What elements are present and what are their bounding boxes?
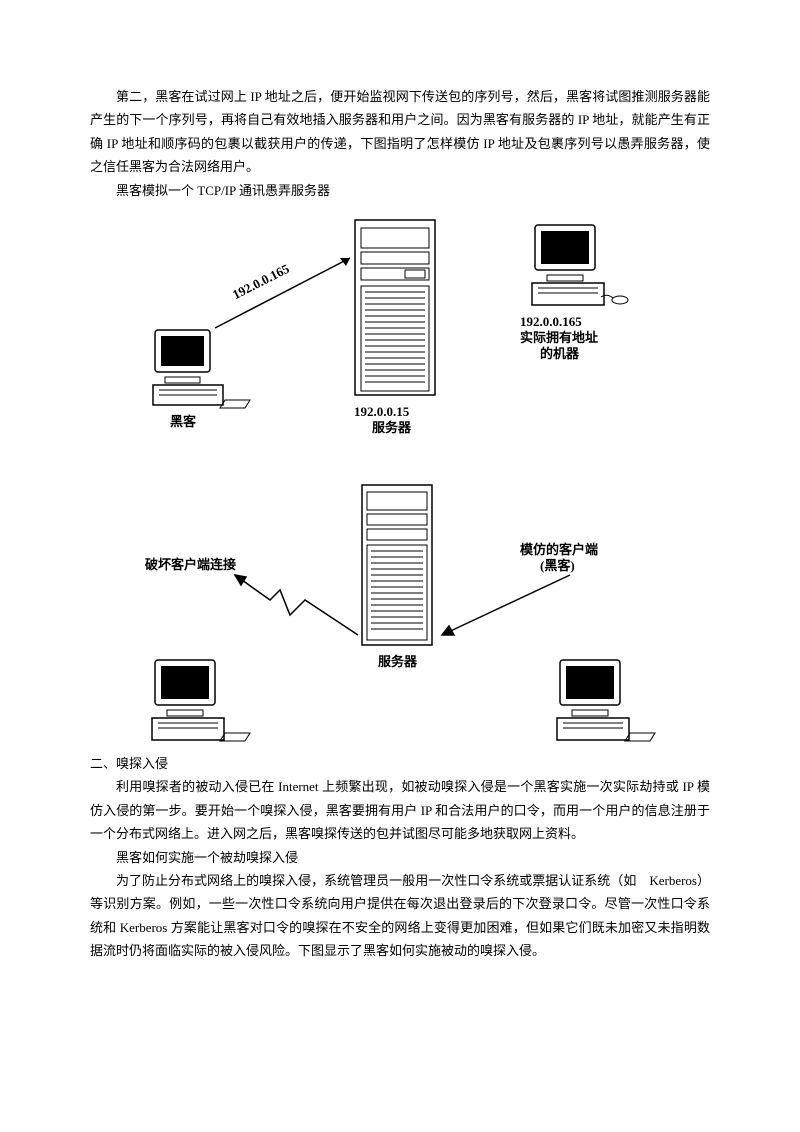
server-tower-icon bbox=[355, 220, 435, 395]
heading-2: 二、嗅探入侵 bbox=[90, 752, 710, 775]
diagram-2: 破坏客户端连接 模仿的客户端 (黑客) 服务器 bbox=[130, 480, 670, 750]
page: 第二，黑客在试过网上 IP 地址之后，便开始监视网下传送包的序列号，然后，黑客将… bbox=[0, 0, 800, 1132]
label-break-client: 破坏客户端连接 bbox=[145, 553, 236, 576]
label-real-2: 的机器 bbox=[540, 342, 579, 365]
right-pc-icon bbox=[557, 660, 655, 741]
label-server-2: 服务器 bbox=[378, 650, 417, 673]
arrow-right-to-server bbox=[442, 575, 570, 635]
label-server: 服务器 bbox=[372, 416, 411, 439]
broken-connection-line bbox=[235, 575, 358, 635]
label-fake-client-2: (黑客) bbox=[540, 554, 575, 577]
diagram-2-svg bbox=[130, 480, 670, 750]
left-pc-icon bbox=[152, 660, 250, 741]
paragraph-4: 黑客如何实施一个被劫嗅探入侵 bbox=[90, 846, 710, 869]
paragraph-3: 利用嗅探者的被动入侵已在 Internet 上频繁出现，如被动嗅探入侵是一个黑客… bbox=[90, 775, 710, 845]
paragraph-2: 黑客模拟一个 TCP/IP 通讯愚弄服务器 bbox=[90, 179, 710, 202]
real-pc-icon bbox=[532, 225, 628, 305]
diagram-1: 192.0.0.165 黑客 192.0.0.15 服务器 192.0.0.16… bbox=[140, 210, 660, 460]
paragraph-1: 第二，黑客在试过网上 IP 地址之后，便开始监视网下传送包的序列号，然后，黑客将… bbox=[90, 85, 710, 179]
server-tower-icon-2 bbox=[362, 485, 432, 645]
label-hacker: 黑客 bbox=[170, 410, 196, 433]
hacker-pc-icon bbox=[153, 330, 250, 408]
paragraph-5: 为了防止分布式网络上的嗅探入侵，系统管理员一般用一次性口令系统或票据认证系统（如… bbox=[90, 869, 710, 963]
